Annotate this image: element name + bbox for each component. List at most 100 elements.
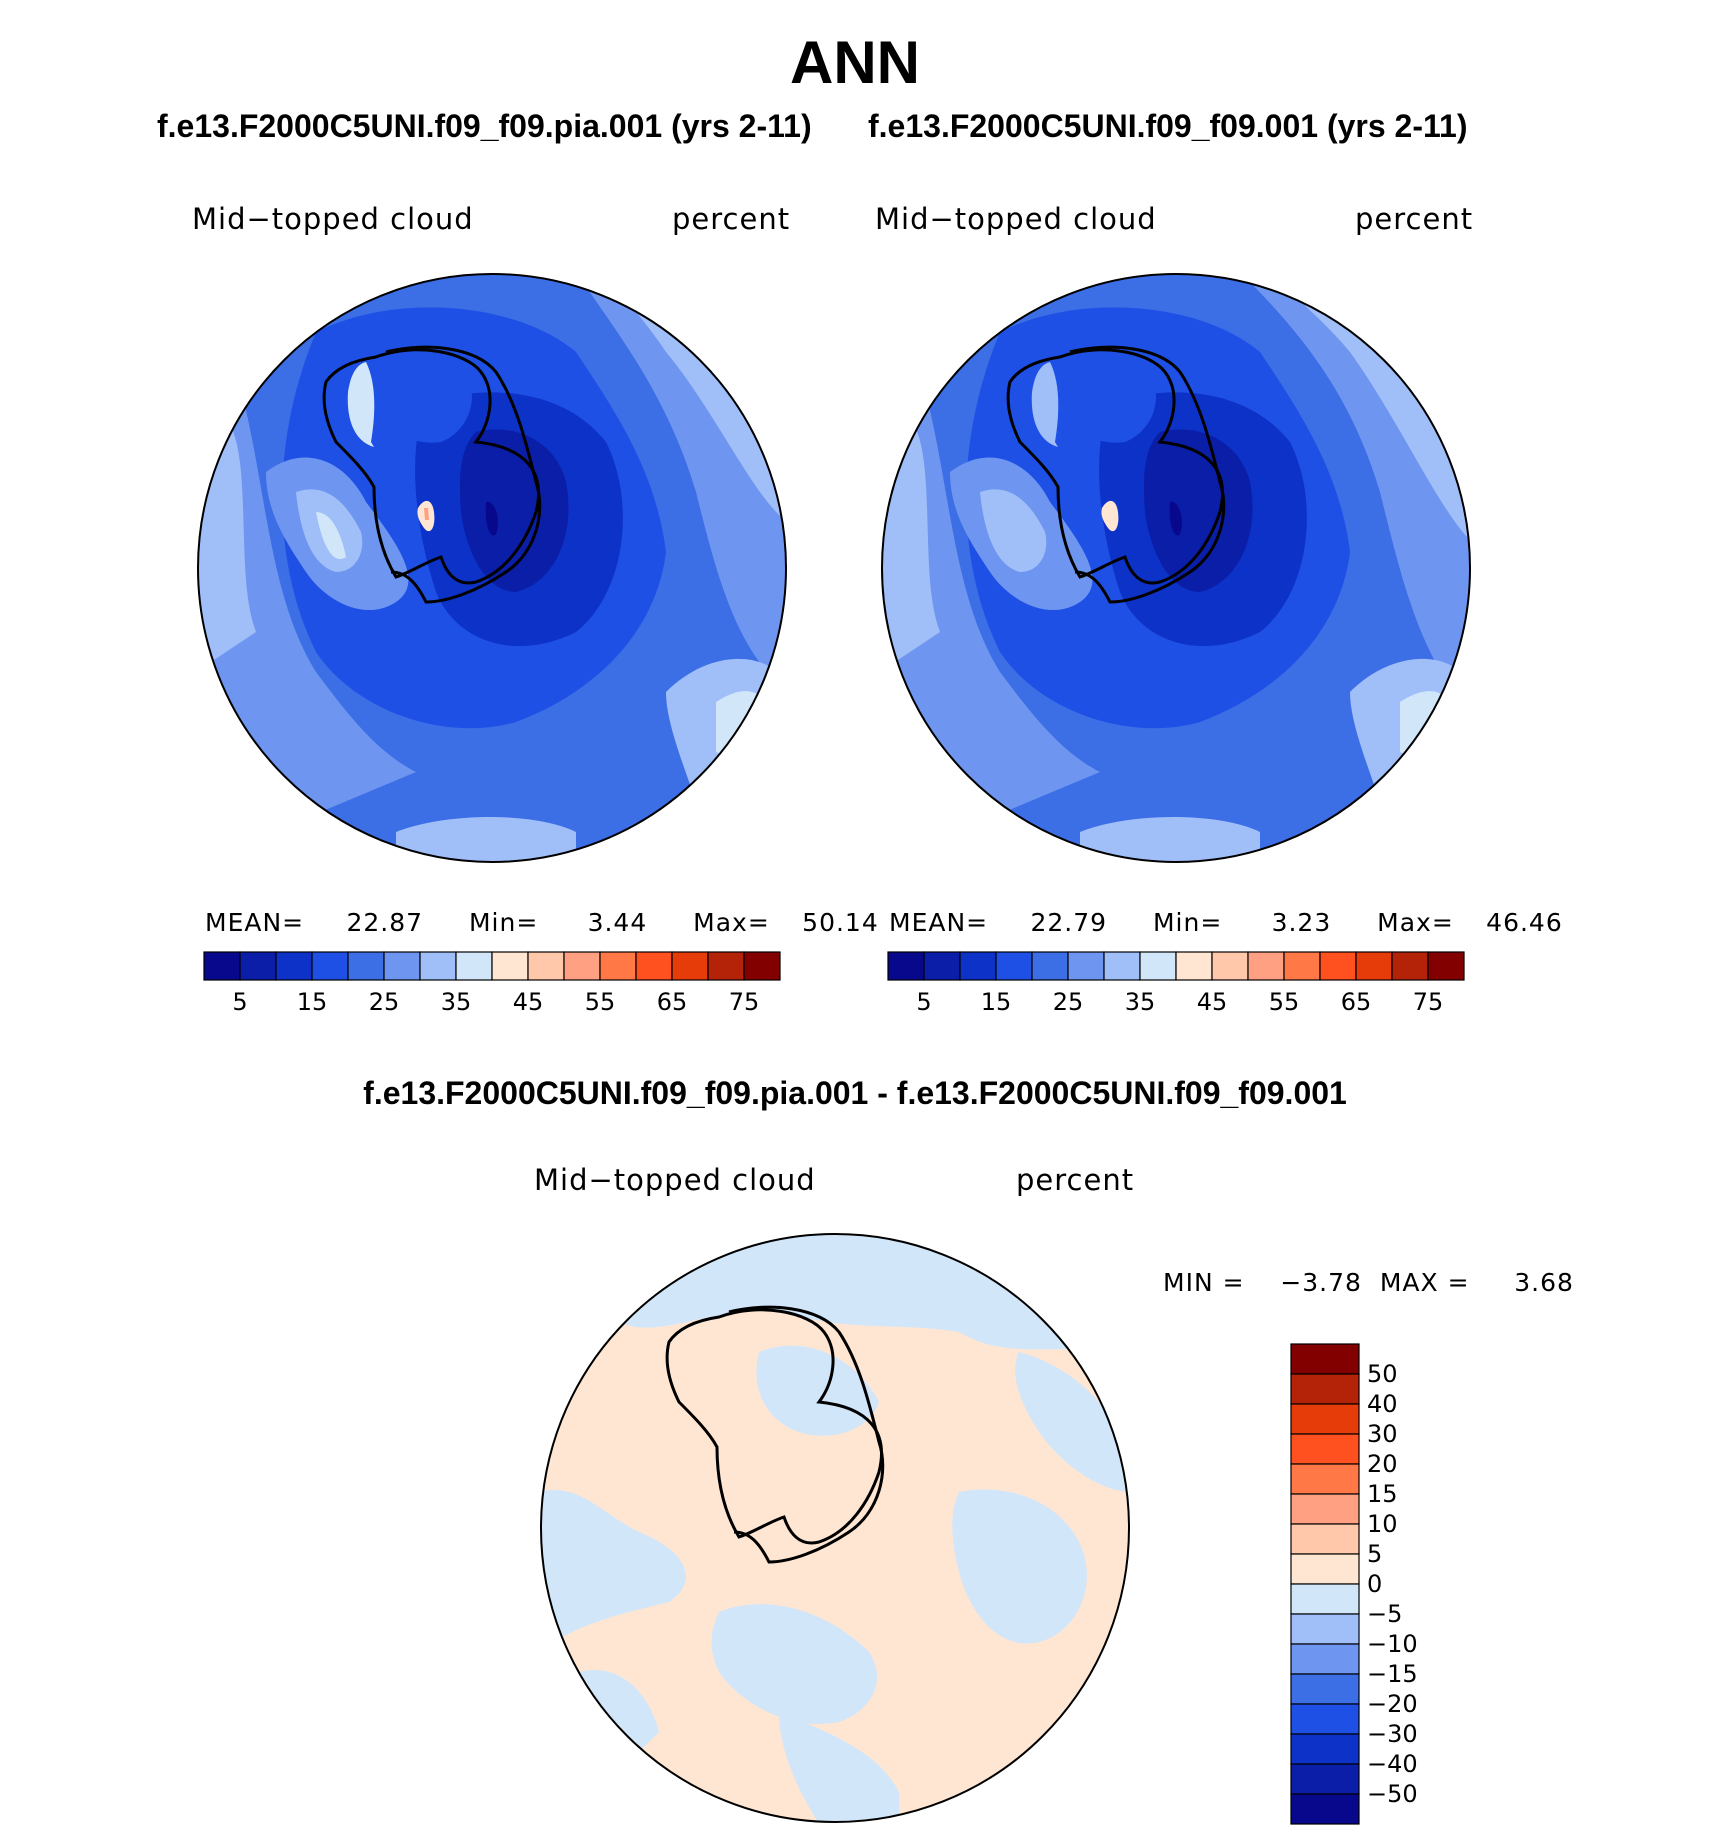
colorbar-tick-label: 65: [1341, 988, 1372, 1016]
colorbar-tick-label: −15: [1367, 1660, 1418, 1688]
colorbar-swatch: [203, 951, 241, 981]
colorbar-swatch: [491, 951, 529, 981]
colorbar-swatch: [671, 951, 709, 981]
mean-value: 22.79: [1030, 908, 1108, 937]
case-title-right: f.e13.F2000C5UNI.f09_f09.001 (yrs 2-11): [868, 108, 1468, 144]
colorbar-swatch: [1103, 951, 1141, 981]
min-value: 3.44: [587, 908, 648, 937]
units-label-diff: percent: [1016, 1163, 1135, 1197]
colorbar-swatch: [1290, 1793, 1360, 1825]
colorbar-swatch: [563, 951, 601, 981]
colorbar-tick-label: 45: [513, 988, 544, 1016]
max-value: 50.14: [802, 908, 879, 937]
colorbar-tick-label: −10: [1367, 1630, 1418, 1658]
colorbar-swatch: [887, 951, 925, 981]
colorbar-swatch: [1290, 1523, 1360, 1555]
colorbar-tick-label: 45: [1197, 988, 1228, 1016]
colorbar-swatch: [419, 951, 457, 981]
colorbar-right: 5 15 25 35 45 55 65 75: [887, 951, 1465, 1016]
colorbar-tick-label: 40: [1367, 1390, 1398, 1418]
colorbar-swatch: [1290, 1733, 1360, 1765]
colorbar-tick-label: −5: [1367, 1600, 1402, 1628]
colorbar-tick-label: 75: [1413, 988, 1444, 1016]
units-label-right: percent: [1355, 202, 1474, 236]
colorbar-swatch: [707, 951, 745, 981]
colorbar-swatch: [1283, 951, 1321, 981]
colorbar-left: 5 15 25 35 45 55 65 75: [203, 951, 781, 1016]
min-label: Min=: [1152, 908, 1223, 937]
colorbar-tick-label: 5: [232, 988, 247, 1016]
colorbar-tick-label: 50: [1367, 1360, 1398, 1388]
colorbar-swatch: [1355, 951, 1393, 981]
colorbar-swatch: [1319, 951, 1357, 981]
colorbar-tick-label: 20: [1367, 1450, 1398, 1478]
colorbar-tick-label: 55: [585, 988, 616, 1016]
case-title-left: f.e13.F2000C5UNI.f09_f09.pia.001 (yrs 2-…: [157, 108, 812, 144]
variable-label-diff: Mid−topped cloud: [534, 1163, 816, 1197]
min-value: 3.23: [1271, 908, 1332, 937]
colorbar-swatch: [1290, 1643, 1360, 1675]
colorbar-tick-label: 25: [369, 988, 400, 1016]
colorbar-swatch: [527, 951, 565, 981]
colorbar-swatch: [1139, 951, 1177, 981]
colorbar-swatch: [1290, 1763, 1360, 1795]
units-label-left: percent: [672, 202, 791, 236]
colorbar-tick-label: 0: [1367, 1570, 1382, 1598]
colorbar-tick-label: 25: [1053, 988, 1084, 1016]
colorbar-swatch: [923, 951, 961, 981]
colorbar-tick-label: 55: [1269, 988, 1300, 1016]
max-label: Max=: [1377, 908, 1454, 937]
variable-label-right: Mid−topped cloud: [875, 202, 1157, 236]
map-panel-right: [881, 273, 1471, 863]
colorbar-swatch: [1175, 951, 1213, 981]
colorbar-swatch: [1290, 1463, 1360, 1495]
colorbar-tick-label: 75: [729, 988, 760, 1016]
colorbar-tick-label: 65: [657, 988, 688, 1016]
colorbar-swatch: [599, 951, 637, 981]
map-panel-difference: [540, 1233, 1130, 1823]
colorbar-swatch: [635, 951, 673, 981]
max-value: 46.46: [1486, 908, 1563, 937]
colorbar-tick-label: −50: [1367, 1780, 1418, 1808]
colorbar-tick-label: 15: [297, 988, 328, 1016]
colorbar-swatch: [1290, 1433, 1360, 1465]
colorbar-swatch: [995, 951, 1033, 981]
colorbar-swatch: [347, 951, 385, 981]
colorbar-swatch: [1290, 1493, 1360, 1525]
colorbar-swatch: [1290, 1553, 1360, 1585]
colorbar-swatch: [275, 951, 313, 981]
colorbar-swatch: [1290, 1403, 1360, 1435]
colorbar-swatch: [1067, 951, 1105, 981]
colorbar-tick-label: 15: [1367, 1480, 1398, 1508]
colorbar-swatch: [239, 951, 277, 981]
colorbar-tick-label: 30: [1367, 1420, 1398, 1448]
colorbar-tick-label: 35: [1125, 988, 1156, 1016]
colorbar-tick-label: −20: [1367, 1690, 1418, 1718]
colorbar-swatch: [959, 951, 997, 981]
colorbar-swatch: [311, 951, 349, 981]
difference-title: f.e13.F2000C5UNI.f09_f09.pia.001 - f.e13…: [363, 1075, 1347, 1111]
colorbar-swatch: [455, 951, 493, 981]
colorbar-tick-label: 10: [1367, 1510, 1398, 1538]
colorbar-tick-label: 5: [1367, 1540, 1382, 1568]
min-label: Min=: [468, 908, 539, 937]
colorbar-tick-label: 5: [916, 988, 931, 1016]
colorbar-swatch: [1031, 951, 1069, 981]
colorbar-swatch: [1247, 951, 1285, 981]
map-panel-left: [197, 273, 787, 863]
colorbar-swatch: [383, 951, 421, 981]
stats-right: MEAN= 22.79 Min= 3.23 Max= 46.46: [889, 908, 1563, 937]
colorbar-swatch: [1290, 1583, 1360, 1615]
colorbar-swatch: [1211, 951, 1249, 981]
mean-label: MEAN=: [889, 908, 989, 937]
colorbar-swatch: [1290, 1673, 1360, 1705]
mean-label: MEAN=: [205, 908, 305, 937]
colorbar-swatch: [1427, 951, 1465, 981]
colorbar-swatch: [1290, 1703, 1360, 1735]
max-label: Max=: [693, 908, 770, 937]
variable-label-left: Mid−topped cloud: [192, 202, 474, 236]
colorbar-tick-label: −30: [1367, 1720, 1418, 1748]
colorbar-swatch: [743, 951, 781, 981]
colorbar-swatch: [1290, 1613, 1360, 1645]
